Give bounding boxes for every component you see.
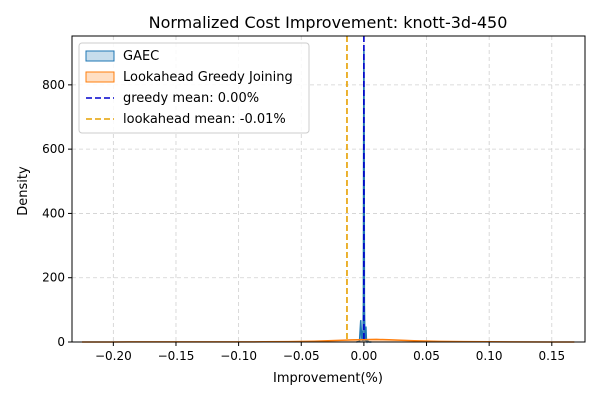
x-tick-label: −0.10 [220,349,257,363]
y-tick-label: 0 [57,335,65,349]
y-tick-label: 800 [42,78,65,92]
x-axis-label: Improvement(%) [273,371,383,386]
x-tick-label: 0.10 [476,349,503,363]
legend-label-3: lookahead mean: -0.01% [123,112,286,127]
legend: GAEC Lookahead Greedy Joining greedy mean:… [78,42,310,134]
y-tick-label: 400 [42,206,65,220]
x-tick-label: −0.20 [95,349,132,363]
legend-box [78,42,310,134]
legend-label-2: greedy mean: 0.00% [123,91,259,106]
chart-title: Normalized Cost Improvement: knott-3d-45… [149,13,508,32]
legend-label-0: GAEC [123,49,159,64]
x-tick-label: 0.05 [413,349,440,363]
x-tick-label: 0.15 [538,349,565,363]
legend-swatch-0 [85,50,115,62]
plot-frame [71,35,586,343]
y-axis-label: Density [16,166,31,216]
series-1-fill [82,339,575,342]
legend-label-1: Lookahead Greedy Joining [123,70,293,85]
legend-swatch-1 [85,71,115,83]
y-tick-label: 600 [42,142,65,156]
x-tick-label: −0.15 [158,349,195,363]
y-tick-label: 200 [42,271,65,285]
x-tick-label: −0.05 [283,349,320,363]
x-tick-label: 0.00 [351,349,378,363]
axes-layer: −0.20 −0.15 −0.10 −0.05 0.00 0.05 0.10 0.15 0 200… [42,35,586,363]
